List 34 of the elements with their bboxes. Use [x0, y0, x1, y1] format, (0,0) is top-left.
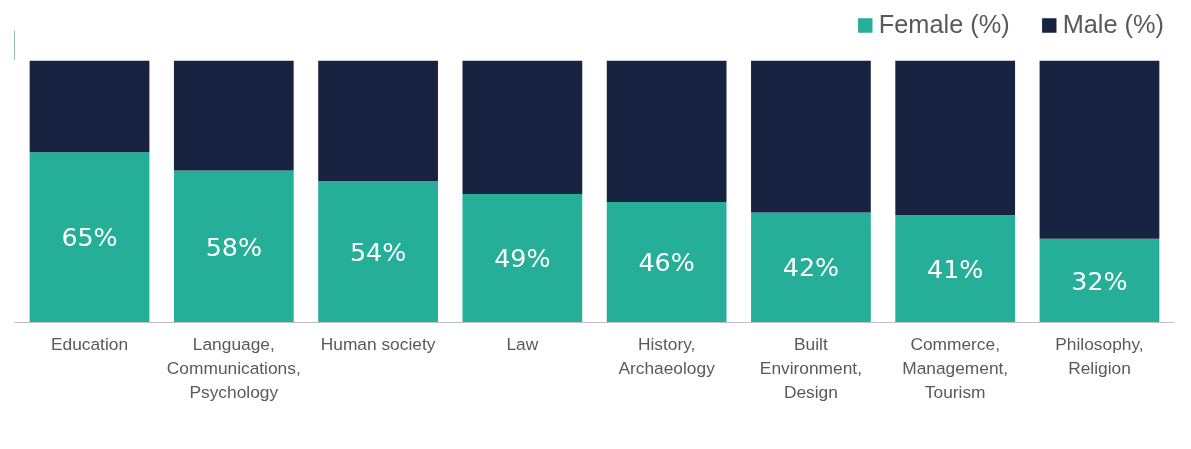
- bar: [29, 60, 150, 153]
- bar: [173, 60, 294, 171]
- bar: [318, 60, 438, 182]
- bar: [462, 60, 583, 195]
- x-tick-label: Built Environment, Design: [759, 333, 862, 402]
- data-label: 32%: [1071, 265, 1128, 296]
- x-tick-label: Commerce, Management, Tourism: [902, 333, 1009, 402]
- x-tick-label: History, Archaeology: [618, 333, 716, 378]
- x-tick-label: Law: [506, 333, 539, 354]
- x-tick-label: Human society: [320, 333, 436, 354]
- data-label: 65%: [61, 222, 118, 253]
- legend-label: Male (%): [1062, 10, 1164, 39]
- bar: [1039, 60, 1160, 239]
- bar: [1039, 238, 1160, 323]
- x-tick-label: Education: [50, 333, 129, 354]
- bar: [751, 212, 871, 323]
- x-tick-label: Philosophy, Religion: [1055, 333, 1144, 378]
- bar: [318, 181, 438, 323]
- bar: [606, 60, 727, 202]
- bar: [173, 170, 294, 323]
- x-tick-label: Language, Communications, Psychology: [166, 333, 301, 402]
- data-label: 58%: [205, 231, 262, 262]
- legend-label: Female (%): [878, 10, 1010, 39]
- data-label: 41%: [927, 253, 984, 284]
- data-label: 54%: [349, 236, 407, 267]
- data-label: 49%: [494, 243, 551, 274]
- data-label: 42%: [782, 252, 840, 283]
- bar: [606, 201, 727, 323]
- bar: [895, 60, 1016, 216]
- bar: [462, 194, 583, 323]
- data-label: 46%: [638, 247, 695, 278]
- bar: [895, 215, 1016, 323]
- bar: [29, 152, 150, 323]
- bar: [751, 60, 871, 213]
